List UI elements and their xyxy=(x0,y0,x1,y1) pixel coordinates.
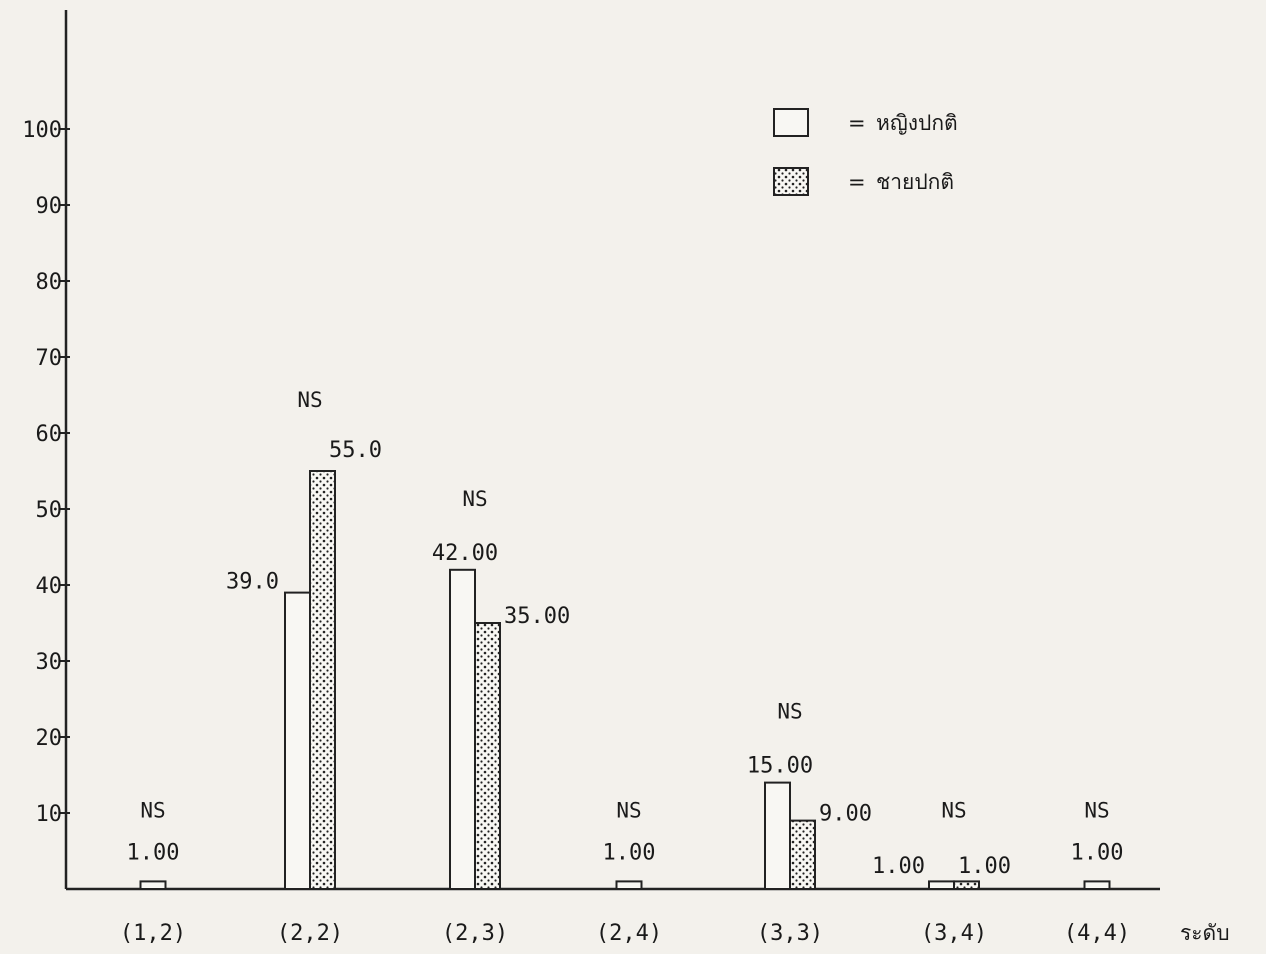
x-tick-label: (3,3) xyxy=(757,921,823,946)
y-tick-label: 100 xyxy=(22,118,62,143)
bar-plain xyxy=(284,591,311,890)
bar-value-label: 39.0 xyxy=(226,570,279,595)
legend-label-series-1: หญิงปกติ xyxy=(876,111,958,135)
bar-plain xyxy=(139,880,167,891)
bar-value-label: 35.00 xyxy=(504,604,570,629)
x-tick-label: (4,4) xyxy=(1064,921,1130,946)
y-tick-label: 60 xyxy=(36,422,63,447)
bar-value-label: 1.00 xyxy=(1071,840,1124,865)
legend-swatch-plain xyxy=(773,108,809,137)
bar-plain xyxy=(449,568,476,890)
legend: = หญิงปกติ = ชายปกติ xyxy=(773,108,958,196)
y-tick-label: 90 xyxy=(36,194,63,219)
y-tick-label: 30 xyxy=(36,650,63,675)
y-tick-label: 10 xyxy=(36,802,63,827)
x-tick-label: (2,4) xyxy=(596,921,662,946)
bar-value-label: 55.0 xyxy=(329,438,382,463)
bar-plain xyxy=(764,781,791,890)
y-tick-label: 50 xyxy=(36,498,63,523)
y-tick-label: 70 xyxy=(36,346,63,371)
legend-equals-2: = xyxy=(848,170,866,194)
y-tick-label: 40 xyxy=(36,574,63,599)
significance-label: NS xyxy=(462,487,487,511)
x-axis-title: ระดับ xyxy=(1180,921,1230,945)
bar-value-label: 42.00 xyxy=(432,541,498,566)
significance-label: NS xyxy=(941,798,966,822)
x-tick-label: (2,2) xyxy=(277,921,343,946)
bar-dotted xyxy=(309,470,336,890)
bar-value-label: 1.00 xyxy=(958,854,1011,879)
bar-value-label: 1.00 xyxy=(872,854,925,879)
significance-label: NS xyxy=(616,798,641,822)
y-tick-label: 20 xyxy=(36,726,63,751)
bar-value-label: 15.00 xyxy=(747,754,813,779)
bar-dotted xyxy=(789,819,816,890)
bar-value-label: 1.00 xyxy=(603,840,656,865)
x-tick-label: (1,2) xyxy=(120,921,186,946)
legend-equals-1: = xyxy=(848,111,866,135)
significance-label: NS xyxy=(297,388,322,412)
significance-label: NS xyxy=(777,700,802,724)
legend-label-series-2: ชายปกติ xyxy=(876,170,954,194)
legend-swatch-dotted xyxy=(773,167,809,196)
bar-dotted xyxy=(953,880,980,891)
bar-dotted xyxy=(474,622,501,890)
significance-label: NS xyxy=(140,798,165,822)
bar-plain xyxy=(615,880,643,891)
y-tick-label: 80 xyxy=(36,270,63,295)
significance-label: NS xyxy=(1084,798,1109,822)
bar-plain xyxy=(928,880,955,891)
bar-value-label: 1.00 xyxy=(127,840,180,865)
bar-plain xyxy=(1083,880,1111,891)
bar-value-label: 9.00 xyxy=(819,802,872,827)
x-tick-label: (2,3) xyxy=(442,921,508,946)
x-tick-label: (3,4) xyxy=(921,921,987,946)
